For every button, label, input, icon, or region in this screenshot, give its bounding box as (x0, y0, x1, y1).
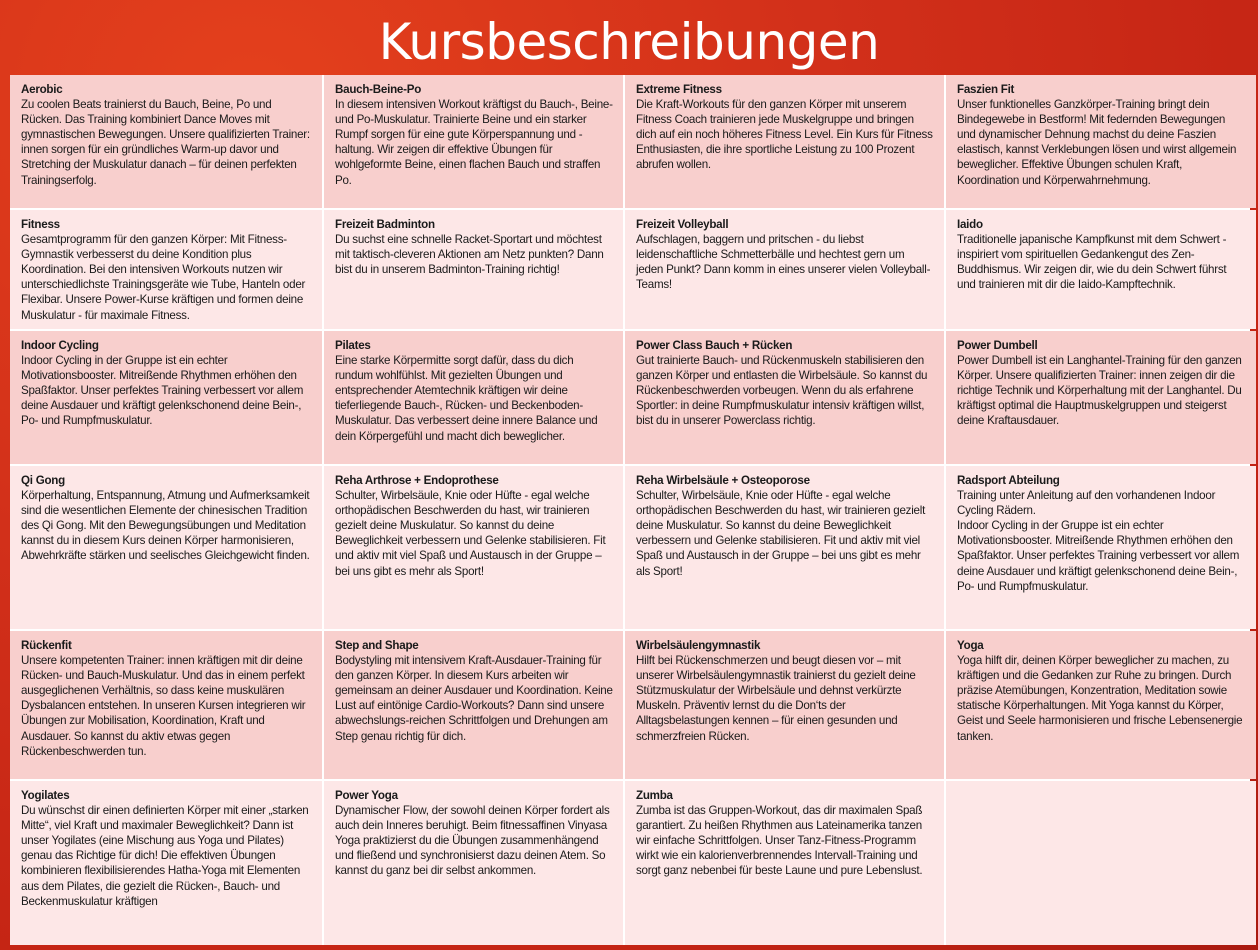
course-cell: Freizeit Badminton Du suchst eine schnell… (324, 210, 623, 329)
course-cell: Radsport Abteilung Training unter Anleitu… (946, 466, 1256, 629)
course-description: Unser funktionelles Ganzkörper-Training … (957, 98, 1237, 187)
course-name: Freizeit Volleyball (636, 218, 729, 231)
page-title: Kursbeschreibungen (378, 13, 880, 71)
course-name: Faszien Fit (957, 83, 1015, 96)
course-description: Schulter, Wirbelsäule, Knie oder Hüfte -… (335, 489, 606, 578)
course-cell: Yoga Yoga hilft dir, deinen Körper bewegl… (946, 631, 1256, 779)
course-description: Aufschlagen, baggern und pritschen - du … (636, 233, 931, 292)
course-name: Fitness (21, 218, 60, 231)
course-description: Die Kraft-Workouts für den ganzen Körper… (636, 98, 933, 172)
course-cell: Rückenfit Unsere kompetenten Trainer: inn… (10, 631, 322, 779)
course-name: Bauch-Beine-Po (335, 83, 422, 96)
course-cell: Qi Gong Körperhaltung, Entspannung, Atmun… (10, 466, 322, 629)
course-description: Du wünschst dir einen definierten Körper… (21, 804, 309, 908)
course-cell: Zumba Zumba ist das Gruppen-Workout, das … (625, 781, 944, 945)
course-name: Reha Arthrose + Endoprothese (335, 474, 499, 487)
course-description: Du suchst eine schnelle Racket-Sportart … (335, 233, 604, 277)
course-description: Training unter Anleitung auf den vorhand… (957, 489, 1240, 593)
course-description: Dynamischer Flow, der sowohl deinen Körp… (335, 804, 610, 878)
course-name: Rückenfit (21, 639, 72, 652)
course-cell: Power Class Bauch + Rücken Gut trainierte… (625, 331, 944, 464)
course-cell: Step and Shape Bodystyling mit intensivem… (324, 631, 623, 779)
course-cell: Extreme Fitness Die Kraft-Workouts für de… (625, 75, 944, 208)
course-cell: Power Yoga Dynamischer Flow, der sowohl d… (324, 781, 623, 945)
course-cell: Indoor Cycling Indoor Cycling in der Grup… (10, 331, 322, 464)
course-description: Hilft bei Rückenschmerzen und beugt dies… (636, 654, 916, 743)
course-cell: Wirbelsäulengymnastik Hilft bei Rückensch… (625, 631, 944, 779)
course-name: Power Class Bauch + Rücken (636, 339, 793, 352)
course-cell: Bauch-Beine-Po In diesem intensiven Worko… (324, 75, 623, 208)
course-name: Power Yoga (335, 789, 398, 802)
course-name: Yogilates (21, 789, 70, 802)
course-description: Yoga hilft dir, deinen Körper bewegliche… (957, 654, 1243, 743)
course-cell: Reha Arthrose + Endoprothese Schulter, Wi… (324, 466, 623, 629)
course-cell: Pilates Eine starke Körpermitte sorgt daf… (324, 331, 623, 464)
course-name: Step and Shape (335, 639, 419, 652)
empty-cell (946, 781, 1256, 945)
course-name: Radsport Abteilung (957, 474, 1060, 487)
course-description: Indoor Cycling in der Gruppe ist ein ech… (21, 354, 304, 428)
course-name: Wirbelsäulengymnastik (636, 639, 761, 652)
course-name: Power Dumbell (957, 339, 1038, 352)
course-cell: Faszien Fit Unser funktionelles Ganzkörpe… (946, 75, 1256, 208)
course-description: Körperhaltung, Entspannung, Atmung und A… (21, 489, 310, 563)
course-name: Iaido (957, 218, 983, 231)
course-description: Zu coolen Beats trainierst du Bauch, Bei… (21, 98, 310, 187)
course-name: Aerobic (21, 83, 63, 96)
course-cell: Aerobic Zu coolen Beats trainierst du Bau… (10, 75, 322, 208)
course-name: Qi Gong (21, 474, 65, 487)
course-description: Traditionelle japanische Kampfkunst mit … (957, 233, 1227, 292)
course-description: Bodystyling mit intensivem Kraft-Ausdaue… (335, 654, 613, 743)
course-description: Gut trainierte Bauch- und Rückenmuskeln … (636, 354, 928, 428)
course-name: Zumba (636, 789, 673, 802)
course-cell: Iaido Traditionelle japanische Kampfkunst… (946, 210, 1256, 329)
course-name: Pilates (335, 339, 371, 352)
course-description: Zumba ist das Gruppen-Workout, das dir m… (636, 804, 923, 878)
course-table: Aerobic Zu coolen Beats trainierst du Bau… (10, 75, 1256, 945)
course-cell: Yogilates Du wünschst dir einen definiert… (10, 781, 322, 945)
course-name: Extreme Fitness (636, 83, 722, 96)
course-cell: Power Dumbell Power Dumbell ist ein Langh… (946, 331, 1256, 464)
course-cell: Freizeit Volleyball Aufschlagen, baggern … (625, 210, 944, 329)
course-name: Yoga (957, 639, 984, 652)
course-cell: Fitness Gesamtprogramm für den ganzen Kör… (10, 210, 322, 329)
course-description: Gesamtprogramm für den ganzen Körper: Mi… (21, 233, 306, 322)
course-name: Indoor Cycling (21, 339, 99, 352)
course-description: Schulter, Wirbelsäule, Knie oder Hüfte -… (636, 489, 926, 578)
course-description: Unsere kompetenten Trainer: innen kräfti… (21, 654, 306, 758)
course-cell: Reha Wirbelsäule + Osteoporose Schulter, … (625, 466, 944, 629)
course-description: Eine starke Körpermitte sorgt dafür, das… (335, 354, 598, 443)
course-name: Freizeit Badminton (335, 218, 435, 231)
course-name: Reha Wirbelsäule + Osteoporose (636, 474, 810, 487)
course-description: In diesem intensiven Workout kräftigst d… (335, 98, 613, 187)
course-description: Power Dumbell ist ein Langhantel-Trainin… (957, 354, 1242, 428)
